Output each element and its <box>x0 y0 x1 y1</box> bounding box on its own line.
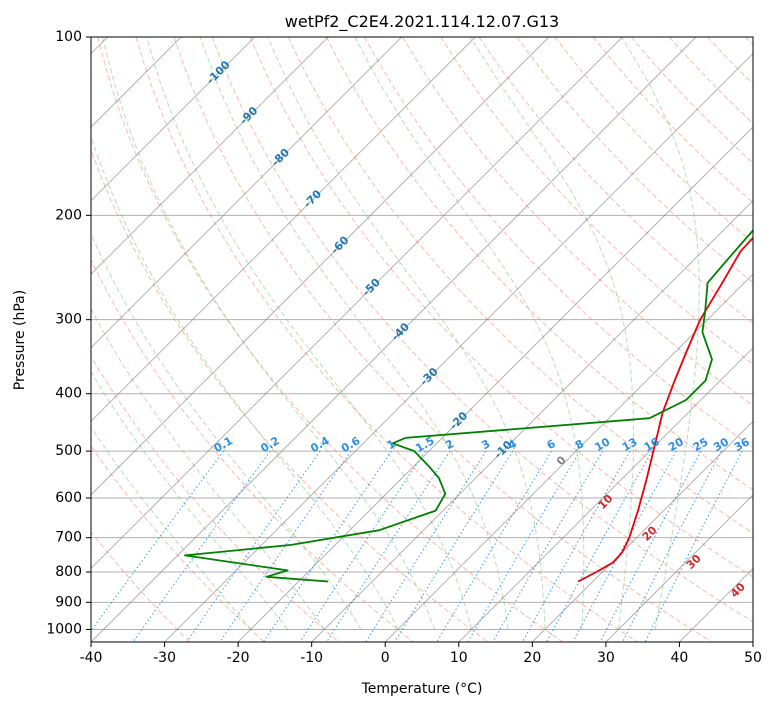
isotherm-line <box>164 52 753 642</box>
moist-adiabat <box>354 37 585 630</box>
y-tick-label: 900 <box>55 594 82 610</box>
moist-adiabat <box>101 37 436 630</box>
isotherm-line <box>91 37 623 570</box>
isotherm-line <box>91 37 256 202</box>
x-tick-label: -30 <box>153 650 176 666</box>
y-axis-title: Pressure (hPa) <box>12 290 28 390</box>
mixing-ratio-line <box>546 450 653 642</box>
mixing-ratio-line <box>132 450 271 642</box>
mixing-ratio-line <box>644 450 743 642</box>
moist-adiabat <box>621 37 700 630</box>
moist-adiabat <box>267 37 546 630</box>
mixing-ratio-line <box>492 450 604 642</box>
background-lines <box>91 37 753 642</box>
mixing-ratio-line <box>91 450 224 632</box>
isotherm-line <box>458 347 753 642</box>
isotherm-line <box>531 420 753 642</box>
x-tick-label: 10 <box>450 650 468 666</box>
dry-adiabat <box>173 37 713 642</box>
x-tick-label: -20 <box>227 650 250 666</box>
isotherm-line <box>91 37 550 496</box>
moist-adiabat <box>91 134 399 630</box>
isotherm-line <box>311 199 753 642</box>
dewpoint-profile-line <box>183 229 753 583</box>
series-layer <box>183 229 753 583</box>
temperature-profile-line <box>577 236 753 583</box>
dry-adiabat <box>91 148 489 642</box>
dry-adiabat <box>97 37 563 642</box>
mixing-ratio-line <box>263 450 392 642</box>
dry-adiabat <box>287 37 753 534</box>
x-tick-label: 50 <box>744 650 762 666</box>
isotherm-line <box>91 37 476 423</box>
x-tick-label: -40 <box>80 650 103 666</box>
x-tick-label: 40 <box>671 650 689 666</box>
y-tick-label: 300 <box>55 312 82 328</box>
moist-adiabat <box>469 37 635 630</box>
moist-adiabat <box>199 37 509 630</box>
isotherm-line <box>605 494 753 642</box>
x-axis-title: Temperature (°C) <box>361 681 483 697</box>
x-tick-label: -10 <box>300 650 323 666</box>
y-tick-label: 100 <box>55 29 82 45</box>
mixing-ratio-line <box>394 450 514 642</box>
isotherm-line <box>384 273 753 642</box>
y-tick-label: 1000 <box>46 621 82 637</box>
dry-adiabat <box>554 37 753 244</box>
mixing-ratio-line <box>299 450 426 642</box>
mixing-ratio-line <box>522 450 631 642</box>
dry-adiabat <box>91 355 340 642</box>
x-tick-label: 30 <box>597 650 615 666</box>
y-tick-label: 800 <box>55 564 82 580</box>
mixing-ratio-line <box>572 450 677 642</box>
mixing-ratio-line <box>599 450 702 642</box>
mixing-ratio-line <box>186 450 321 642</box>
dry-adiabat <box>630 37 753 164</box>
x-tick-label: 0 <box>381 650 390 666</box>
isotherm-line <box>237 126 753 642</box>
isotherm-line <box>91 37 329 275</box>
moist-adiabat <box>91 307 325 630</box>
y-tick-label: 700 <box>55 530 82 546</box>
dry-adiabat <box>440 37 753 365</box>
isotherm-line <box>91 37 697 642</box>
dry-adiabat <box>516 37 753 284</box>
mixing-ratio-line <box>219 450 352 642</box>
dry-adiabat <box>249 37 753 578</box>
y-tick-label: 200 <box>55 207 82 223</box>
dry-adiabat <box>91 445 265 642</box>
x-tick-label: 20 <box>523 650 541 666</box>
moist-adiabat <box>91 232 362 630</box>
dry-adiabat <box>211 37 753 623</box>
dry-adiabat <box>326 37 753 491</box>
axes: -40 -30 -20 -10 0 10 20 30 40 50 100 200 300 400 500 60… <box>46 29 762 666</box>
mixing-ratio-line <box>622 450 722 642</box>
y-tick-label: 600 <box>55 490 82 506</box>
dry-adiabat <box>135 37 638 642</box>
dry-adiabat <box>402 37 753 407</box>
isotherm-line <box>91 37 403 349</box>
y-tick-label: 400 <box>55 386 82 402</box>
chart-title: wetPf2_C2E4.2021.114.12.07.G13 <box>285 12 559 32</box>
plot-frame <box>90 36 754 643</box>
y-tick-label: 500 <box>55 443 82 459</box>
